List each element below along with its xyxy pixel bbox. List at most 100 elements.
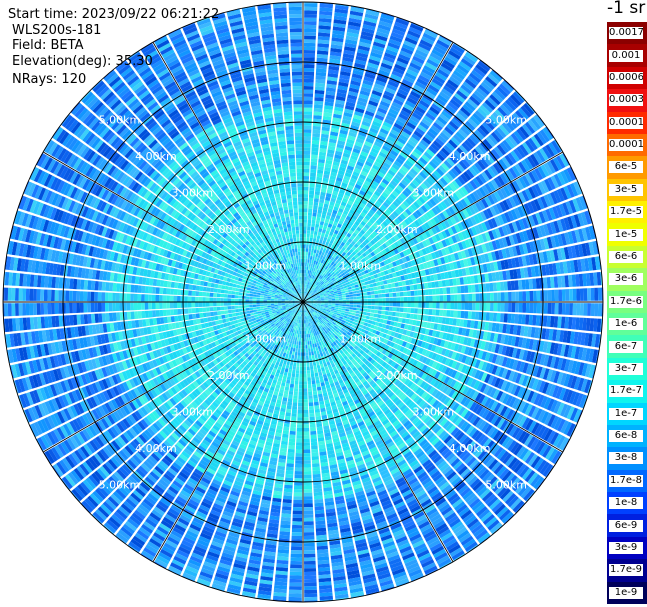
range-gate-cell [495,203,504,214]
range-gate-cell [306,299,310,301]
range-gate-cell [374,309,379,314]
range-gate-cell [393,241,400,248]
range-gate-cell [375,277,380,283]
range-gate-cell [365,284,370,289]
range-gate-cell [303,89,314,94]
range-gate-cell [518,244,525,255]
range-gate-cell [355,290,360,294]
range-gate-cell [319,285,323,289]
range-gate-cell [378,251,384,257]
range-gate-cell [381,275,387,281]
range-gate-cell [331,40,344,46]
range-gate-cell [409,214,417,222]
range-gate-cell [370,275,375,280]
range-gate-cell [311,448,319,453]
range-gate-cell [351,268,356,273]
range-gate-cell [311,279,315,283]
range-gate-cell [496,86,509,98]
range-gate-cell [367,291,371,295]
range-gate-cell [339,284,344,288]
range-gate-cell [395,157,404,165]
range-gate-cell [343,175,351,181]
range-gate-cell [329,290,334,293]
range-gate-cell [303,388,308,392]
range-gate-cell [486,302,491,311]
range-gate-cell [351,76,362,83]
range-gate-cell [303,168,310,173]
range-gate-cell [314,89,325,95]
range-gate-cell [311,293,315,297]
range-gate-cell [312,279,316,284]
range-gate-cell [349,10,364,17]
range-gate-cell [428,289,433,295]
range-gate-cell [315,524,326,529]
range-gate-cell [370,313,375,317]
range-gate-cell [377,272,382,278]
range-gate-cell [365,10,380,17]
range-gate-cell [324,298,329,300]
range-gate-cell [312,212,317,217]
range-gate-cell [309,358,313,363]
range-gate-cell [395,259,401,266]
range-gate-cell [323,237,328,242]
range-gate-cell [435,137,445,147]
range-gate-cell [326,189,333,195]
range-gate-cell [487,167,496,178]
range-gate-cell [387,206,395,213]
range-gate-cell [363,277,368,282]
range-gate-cell [328,69,339,75]
range-gate-cell [378,267,384,272]
range-gate-cell [411,179,420,187]
range-gate-cell [417,142,427,151]
range-gate-cell [303,125,312,130]
range-gate-cell [412,211,420,219]
range-gate-cell [320,299,325,301]
range-gate-cell [485,312,490,321]
range-gate-cell [397,137,407,145]
range-gate-cell [342,299,347,302]
range-gate-cell [392,227,399,234]
range-gate-cell [508,196,517,208]
range-gate-cell [457,222,464,232]
range-gate-cell [313,394,318,399]
range-gate-cell [314,495,323,500]
range-gate-cell [531,213,539,226]
range-gate-cell [416,45,430,55]
range-gate-cell [339,276,344,281]
range-gate-cell [370,224,377,231]
range-gate-cell [388,311,393,316]
range-gate-cell [309,274,312,278]
range-gate-cell [338,304,343,306]
range-gate-cell [330,256,335,262]
range-gate-cell [316,287,320,291]
range-gate-cell [461,302,465,310]
range-gate-cell [435,71,448,81]
range-gate-cell [318,206,323,211]
range-gate-cell [334,292,339,296]
range-gate-cell [476,212,484,223]
range-gate-cell [387,238,394,245]
range-gate-cell [515,110,527,123]
range-gate-cell [325,249,329,254]
range-gate-cell [316,249,320,254]
range-gate-cell [410,59,423,68]
range-gate-cell [472,293,476,302]
range-gate-cell [335,242,340,248]
range-gate-cell [463,184,472,194]
range-gate-cell [367,276,372,281]
range-gate-cell [481,185,490,196]
range-gate-cell [358,41,371,48]
range-gate-cell [308,208,313,213]
range-gate-cell [426,58,439,68]
range-gate-cell [311,267,314,272]
range-gate-cell [318,258,322,263]
range-gate-cell [342,222,348,227]
range-gate-cell [340,288,345,292]
range-gate-cell [311,380,316,385]
range-gate-cell [557,234,564,247]
range-gate-cell [364,269,369,274]
range-gate-cell [475,189,484,199]
range-gate-cell [399,251,405,258]
range-gate-cell [372,193,379,200]
range-gate-cell [335,305,339,308]
